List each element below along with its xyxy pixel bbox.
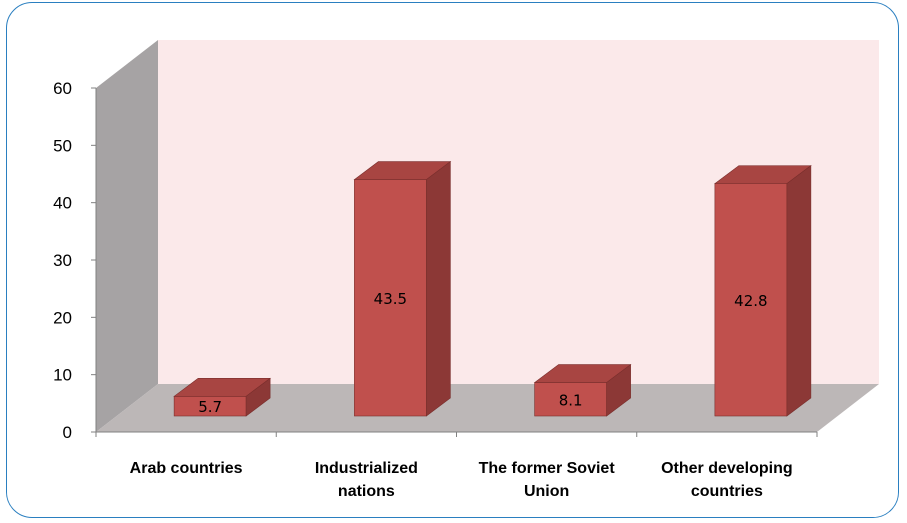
x-axis-ticks [95, 432, 818, 437]
bar-side [426, 161, 451, 417]
category-label: The former Soviet Union [479, 460, 616, 500]
category-labels: Arab countries Industrialized nations The f… [130, 460, 793, 500]
y-axis-ticks: 0 10 20 30 40 50 60 [53, 79, 96, 442]
bar-side [786, 165, 812, 417]
data-label: 43.5 [374, 290, 407, 308]
bar-side [245, 377, 271, 417]
bar-front [714, 183, 788, 417]
data-label: 42.8 [734, 292, 767, 310]
bar-front [354, 179, 427, 417]
y-tick-label: 50 [53, 136, 72, 155]
data-label: 8.1 [559, 391, 583, 409]
bar: 8.1 [533, 363, 632, 417]
category-label: Arab countries [130, 460, 243, 477]
bar: 5.7 [173, 377, 272, 417]
chart-floor [96, 384, 879, 432]
y-tick-label: 20 [53, 308, 72, 327]
y-tick-label: 40 [53, 194, 72, 213]
data-label: 5.7 [198, 398, 222, 416]
y-tick-label: 60 [53, 79, 72, 98]
chart-side-wall [96, 40, 158, 432]
bars: 5.7 43.5 8.1 42.8 [173, 161, 812, 417]
bar-side [606, 363, 631, 417]
chart-back-wall [158, 40, 879, 384]
y-tick-label: 0 [63, 423, 72, 442]
category-label: Other developing countries [661, 460, 793, 500]
bar: 43.5 [353, 161, 452, 417]
y-tick-label: 10 [53, 366, 72, 385]
category-label: Industrialized nations [315, 460, 418, 500]
y-tick-label: 30 [53, 251, 72, 270]
bar: 42.8 [713, 165, 812, 417]
